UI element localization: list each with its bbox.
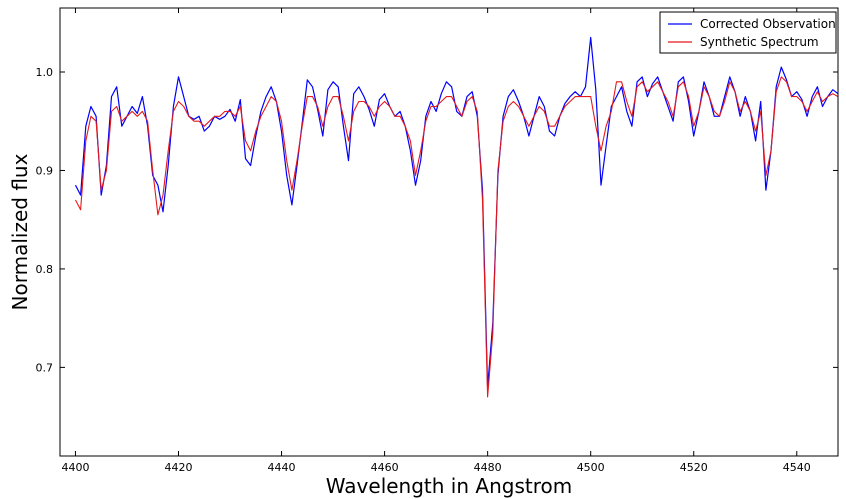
- legend: Corrected Observation Synthetic Spectrum: [659, 11, 837, 54]
- plot-frame: [59, 7, 839, 457]
- plot-series: [74, 36, 839, 398]
- x-tick-label: 4480: [474, 461, 502, 474]
- x-tick-label: 4540: [783, 461, 811, 474]
- series-line-synthetic-spectrum: [75, 76, 839, 398]
- y-axis: 0.7 0.8 0.9 1.0: [36, 66, 838, 374]
- y-tick-label: 1.0: [36, 66, 54, 79]
- x-axis: 4400 4420 4440 4460 4480 4500 4520 4540: [61, 8, 811, 474]
- x-tick-label: 4420: [165, 461, 193, 474]
- x-tick-label: 4500: [577, 461, 605, 474]
- y-tick-label: 0.8: [36, 263, 54, 276]
- y-tick-label: 0.7: [36, 361, 54, 374]
- y-tick-label: 0.9: [36, 164, 54, 177]
- series-line-corrected-observation: [74, 36, 839, 388]
- x-tick-label: 4400: [61, 461, 89, 474]
- legend-box: [659, 11, 837, 54]
- y-axis-title: Normalized flux: [8, 153, 32, 310]
- legend-label-synthetic-spectrum: Synthetic Spectrum: [700, 35, 819, 49]
- x-tick-label: 4460: [371, 461, 399, 474]
- x-tick-label: 4520: [680, 461, 708, 474]
- x-tick-label: 4440: [268, 461, 296, 474]
- legend-label-corrected-observation: Corrected Observation: [700, 17, 836, 31]
- x-axis-title: Wavelength in Angstrom: [326, 474, 572, 498]
